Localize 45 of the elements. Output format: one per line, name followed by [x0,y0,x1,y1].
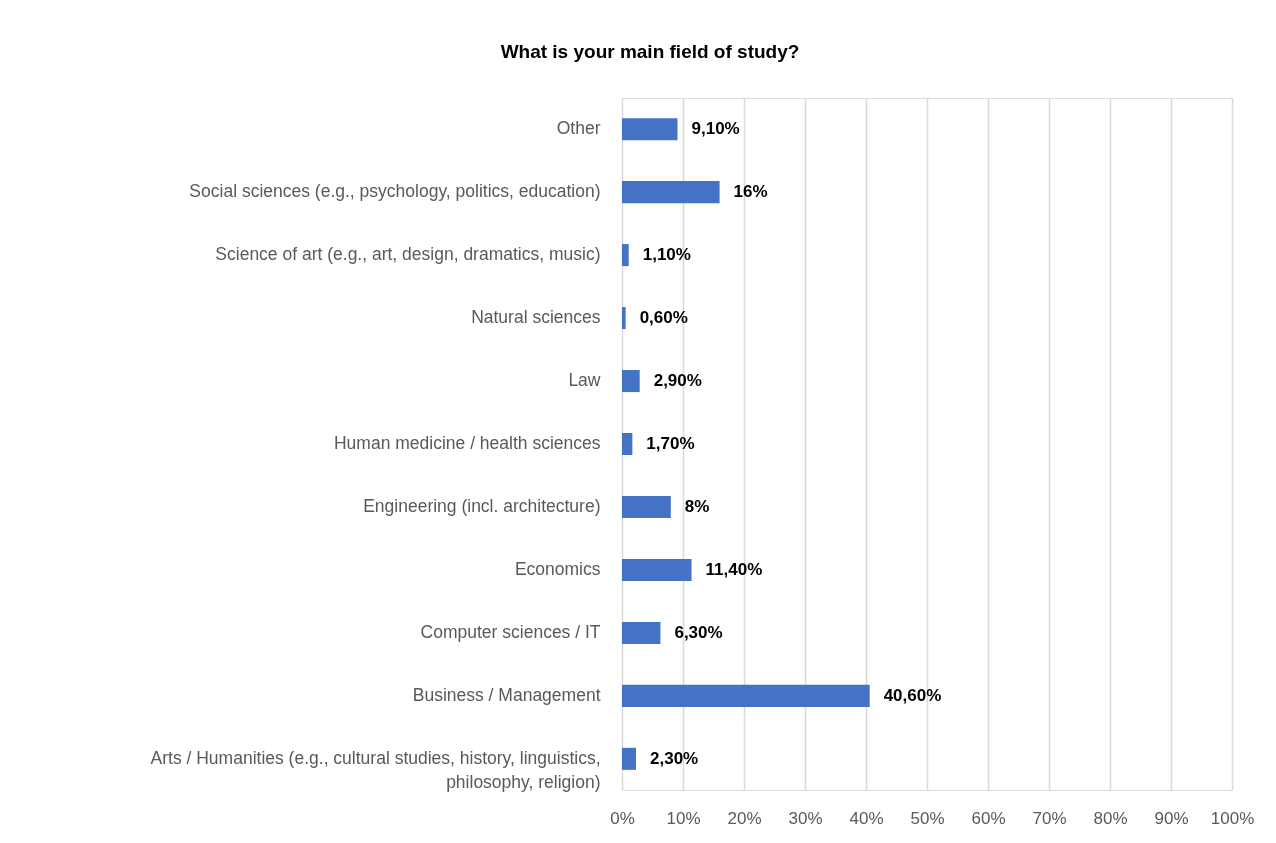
x-tick-label: 30% [788,808,823,828]
bar [622,684,870,707]
x-tick-label: 60% [971,808,1006,828]
y-tick-label: Law [568,370,601,391]
bar [622,370,640,393]
y-tick-label: Natural sciences [471,307,601,328]
y-tick-label: Other [556,118,601,139]
data-label: 2,30% [650,748,699,768]
bar [622,495,671,518]
x-tick-label: 80% [1093,808,1128,828]
y-tick-label: Business / Management [412,684,601,705]
data-label: 6,30% [674,622,723,642]
bar [622,181,720,204]
data-label: 8% [684,496,710,516]
bar [622,432,633,456]
bar [622,558,692,581]
x-tick-label: 20% [727,808,762,828]
data-label: 16% [733,182,768,202]
data-label: 40,60% [883,685,942,705]
y-tick-label: Arts / Humanities (e.g., cultural studies, history, linguistics, philosophy, religion) [150,747,601,792]
data-label: 9,10% [691,119,740,139]
x-tick-label: 50% [910,808,945,828]
data-label: 1,70% [646,434,695,453]
y-tick-label: Engineering (incl. architecture) [363,495,601,516]
data-label: 0,60% [639,308,688,328]
x-tick-label: 70% [1032,808,1067,828]
x-tick-label: 0% [610,808,635,828]
data-label: 2,90% [653,371,702,391]
bar [622,307,626,330]
bar [622,244,629,267]
y-tick-label: Social sciences (e.g., psychology, politics, education) [189,181,601,202]
y-tick-label: Human medicine / health sciences [333,433,601,453]
bar [622,118,678,141]
y-tick-label: Computer sciences / IT [420,621,601,642]
chart-title: What is your main field of study? [500,41,800,62]
bar [622,621,661,644]
x-tick-label: 10% [666,808,701,828]
x-tick-label: 100% [1210,808,1255,828]
data-label: 1,10% [642,245,691,265]
y-tick-label: Science of art (e.g., art, design, dramatics, music) [215,244,601,265]
x-tick-label: 40% [849,808,884,828]
x-tick-label: 90% [1154,808,1189,828]
bar [622,747,637,770]
y-tick-label: Economics [514,558,601,579]
data-label: 11,40% [705,559,763,579]
